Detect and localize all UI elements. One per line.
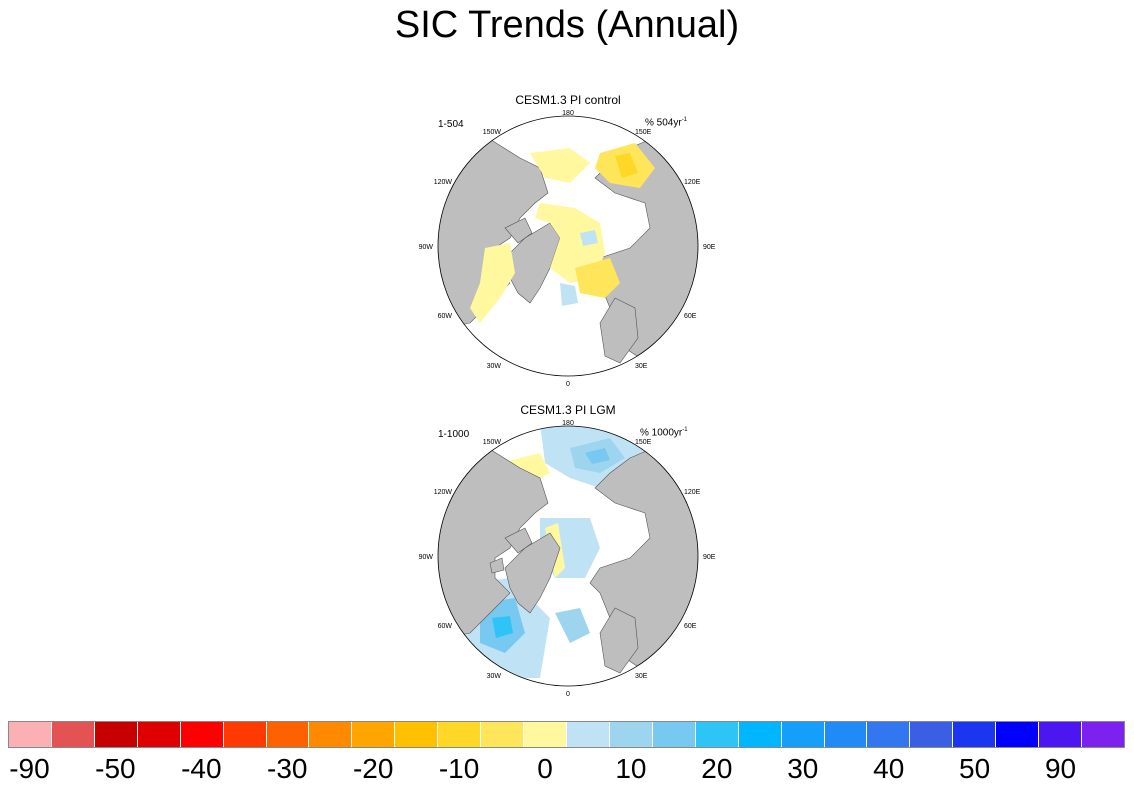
colorbar-box bbox=[1082, 722, 1124, 747]
trend-central-blue bbox=[580, 230, 598, 246]
trend-hudson-labrador bbox=[470, 243, 515, 323]
colorbar-box bbox=[738, 722, 782, 747]
trend-atlantic-core bbox=[492, 616, 513, 638]
colorbar-label: -30 bbox=[267, 753, 308, 784]
trend-east-siberian-strong bbox=[615, 153, 638, 178]
trend-baffin-blue bbox=[560, 283, 578, 306]
colorbar-box bbox=[223, 722, 267, 747]
land-greenland bbox=[504, 532, 561, 614]
lon-label-0: 0 bbox=[566, 691, 570, 698]
land-scandinavia bbox=[599, 297, 639, 364]
panel-2-units-label: % 1000yr-1 bbox=[640, 427, 688, 439]
panel-2-polar-map: 180 150E 120E 90E 60E 30E 0 30W 60W 90W … bbox=[419, 420, 716, 698]
colorbar-box bbox=[781, 722, 825, 747]
colorbar-box bbox=[180, 722, 224, 747]
colorbar bbox=[8, 721, 1125, 748]
panel-1-title: CESM1.3 PI control bbox=[515, 93, 621, 107]
colorbar-label: 30 bbox=[787, 753, 819, 784]
panel-1-period-label: 1-504 bbox=[438, 119, 464, 130]
colorbar-box bbox=[309, 722, 353, 747]
colorbar-box bbox=[94, 722, 138, 747]
lon-label-90w: 90W bbox=[419, 244, 434, 251]
lon-label-150e: 150E bbox=[635, 129, 652, 136]
colorbar-box bbox=[867, 722, 911, 747]
lon-label-30e: 30E bbox=[635, 673, 648, 680]
lon-label-30e: 30E bbox=[635, 363, 648, 370]
colorbar-box bbox=[652, 722, 696, 747]
trend-norwegian-blue bbox=[555, 608, 590, 643]
lon-label-90e: 90E bbox=[703, 244, 716, 251]
colorbar-box bbox=[137, 722, 181, 747]
lon-label-120w: 120W bbox=[434, 179, 453, 186]
colorbar-label: 50 bbox=[959, 753, 991, 784]
lon-label-150w: 150W bbox=[483, 439, 502, 446]
colorbar-label: 90 bbox=[1044, 753, 1077, 784]
colorbar-label: 10 bbox=[615, 753, 647, 784]
lon-label-120e: 120E bbox=[684, 179, 701, 186]
colorbar-box bbox=[9, 722, 52, 747]
lon-label-150e: 150E bbox=[635, 439, 652, 446]
land-scandinavia bbox=[599, 607, 639, 674]
trend-beaufort bbox=[530, 148, 590, 183]
colorbar-box bbox=[395, 722, 439, 747]
colorbar-box bbox=[910, 722, 954, 747]
lon-label-120w: 120W bbox=[434, 489, 453, 496]
colorbar-box bbox=[51, 722, 95, 747]
lon-label-90e: 90E bbox=[703, 554, 716, 561]
lon-label-60e: 60E bbox=[684, 313, 697, 320]
colorbar-label: 40 bbox=[873, 753, 905, 784]
colorbar-box bbox=[266, 722, 310, 747]
main-title: SIC Trends (Annual) bbox=[394, 4, 740, 46]
colorbar-label: 20 bbox=[701, 753, 733, 784]
trend-pacific-core bbox=[585, 448, 610, 464]
land-arctic-islands bbox=[489, 527, 533, 574]
lon-label-60e: 60E bbox=[684, 623, 697, 630]
lon-label-120e: 120E bbox=[684, 489, 701, 496]
panel-1-polar-map: 180 150E 120E 90E 60E 30E 0 30W 60W 90W … bbox=[419, 110, 716, 388]
colorbar-label: -10 bbox=[438, 753, 480, 784]
colorbar-box bbox=[352, 722, 396, 747]
lon-label-150w: 150W bbox=[483, 129, 502, 136]
lon-label-30w: 30W bbox=[487, 363, 502, 370]
colorbar-box bbox=[524, 722, 567, 747]
lon-label-30w: 30W bbox=[487, 673, 502, 680]
lon-label-0: 0 bbox=[566, 381, 570, 388]
trend-central-arctic bbox=[535, 203, 605, 283]
colorbar-box bbox=[566, 722, 610, 747]
colorbar-label: -90 bbox=[9, 753, 50, 784]
lon-label-180: 180 bbox=[562, 110, 574, 117]
colorbar-label: -40 bbox=[181, 753, 222, 784]
colorbar-box bbox=[438, 722, 482, 747]
colorbar-box bbox=[695, 722, 739, 747]
colorbar-box bbox=[609, 722, 653, 747]
lon-label-180: 180 bbox=[562, 420, 574, 427]
colorbar-label: -20 bbox=[352, 753, 394, 784]
colorbar-box bbox=[953, 722, 997, 747]
colorbar-label: -50 bbox=[95, 753, 136, 784]
lon-label-60w: 60W bbox=[438, 313, 453, 320]
panel-1-units-label: % 504yr-1 bbox=[645, 117, 688, 129]
panel-2-period-label: 1-1000 bbox=[438, 429, 470, 440]
colorbar-label: 0 bbox=[537, 753, 553, 784]
colorbar-box bbox=[996, 722, 1040, 747]
panel-2-title: CESM1.3 PI LGM bbox=[520, 403, 616, 417]
colorbar-box bbox=[481, 722, 525, 747]
lon-label-60w: 60W bbox=[438, 623, 453, 630]
colorbar-box bbox=[824, 722, 868, 747]
colorbar-box bbox=[1039, 722, 1083, 747]
trend-barents-kara bbox=[575, 258, 620, 298]
lon-label-90w: 90W bbox=[419, 554, 434, 561]
